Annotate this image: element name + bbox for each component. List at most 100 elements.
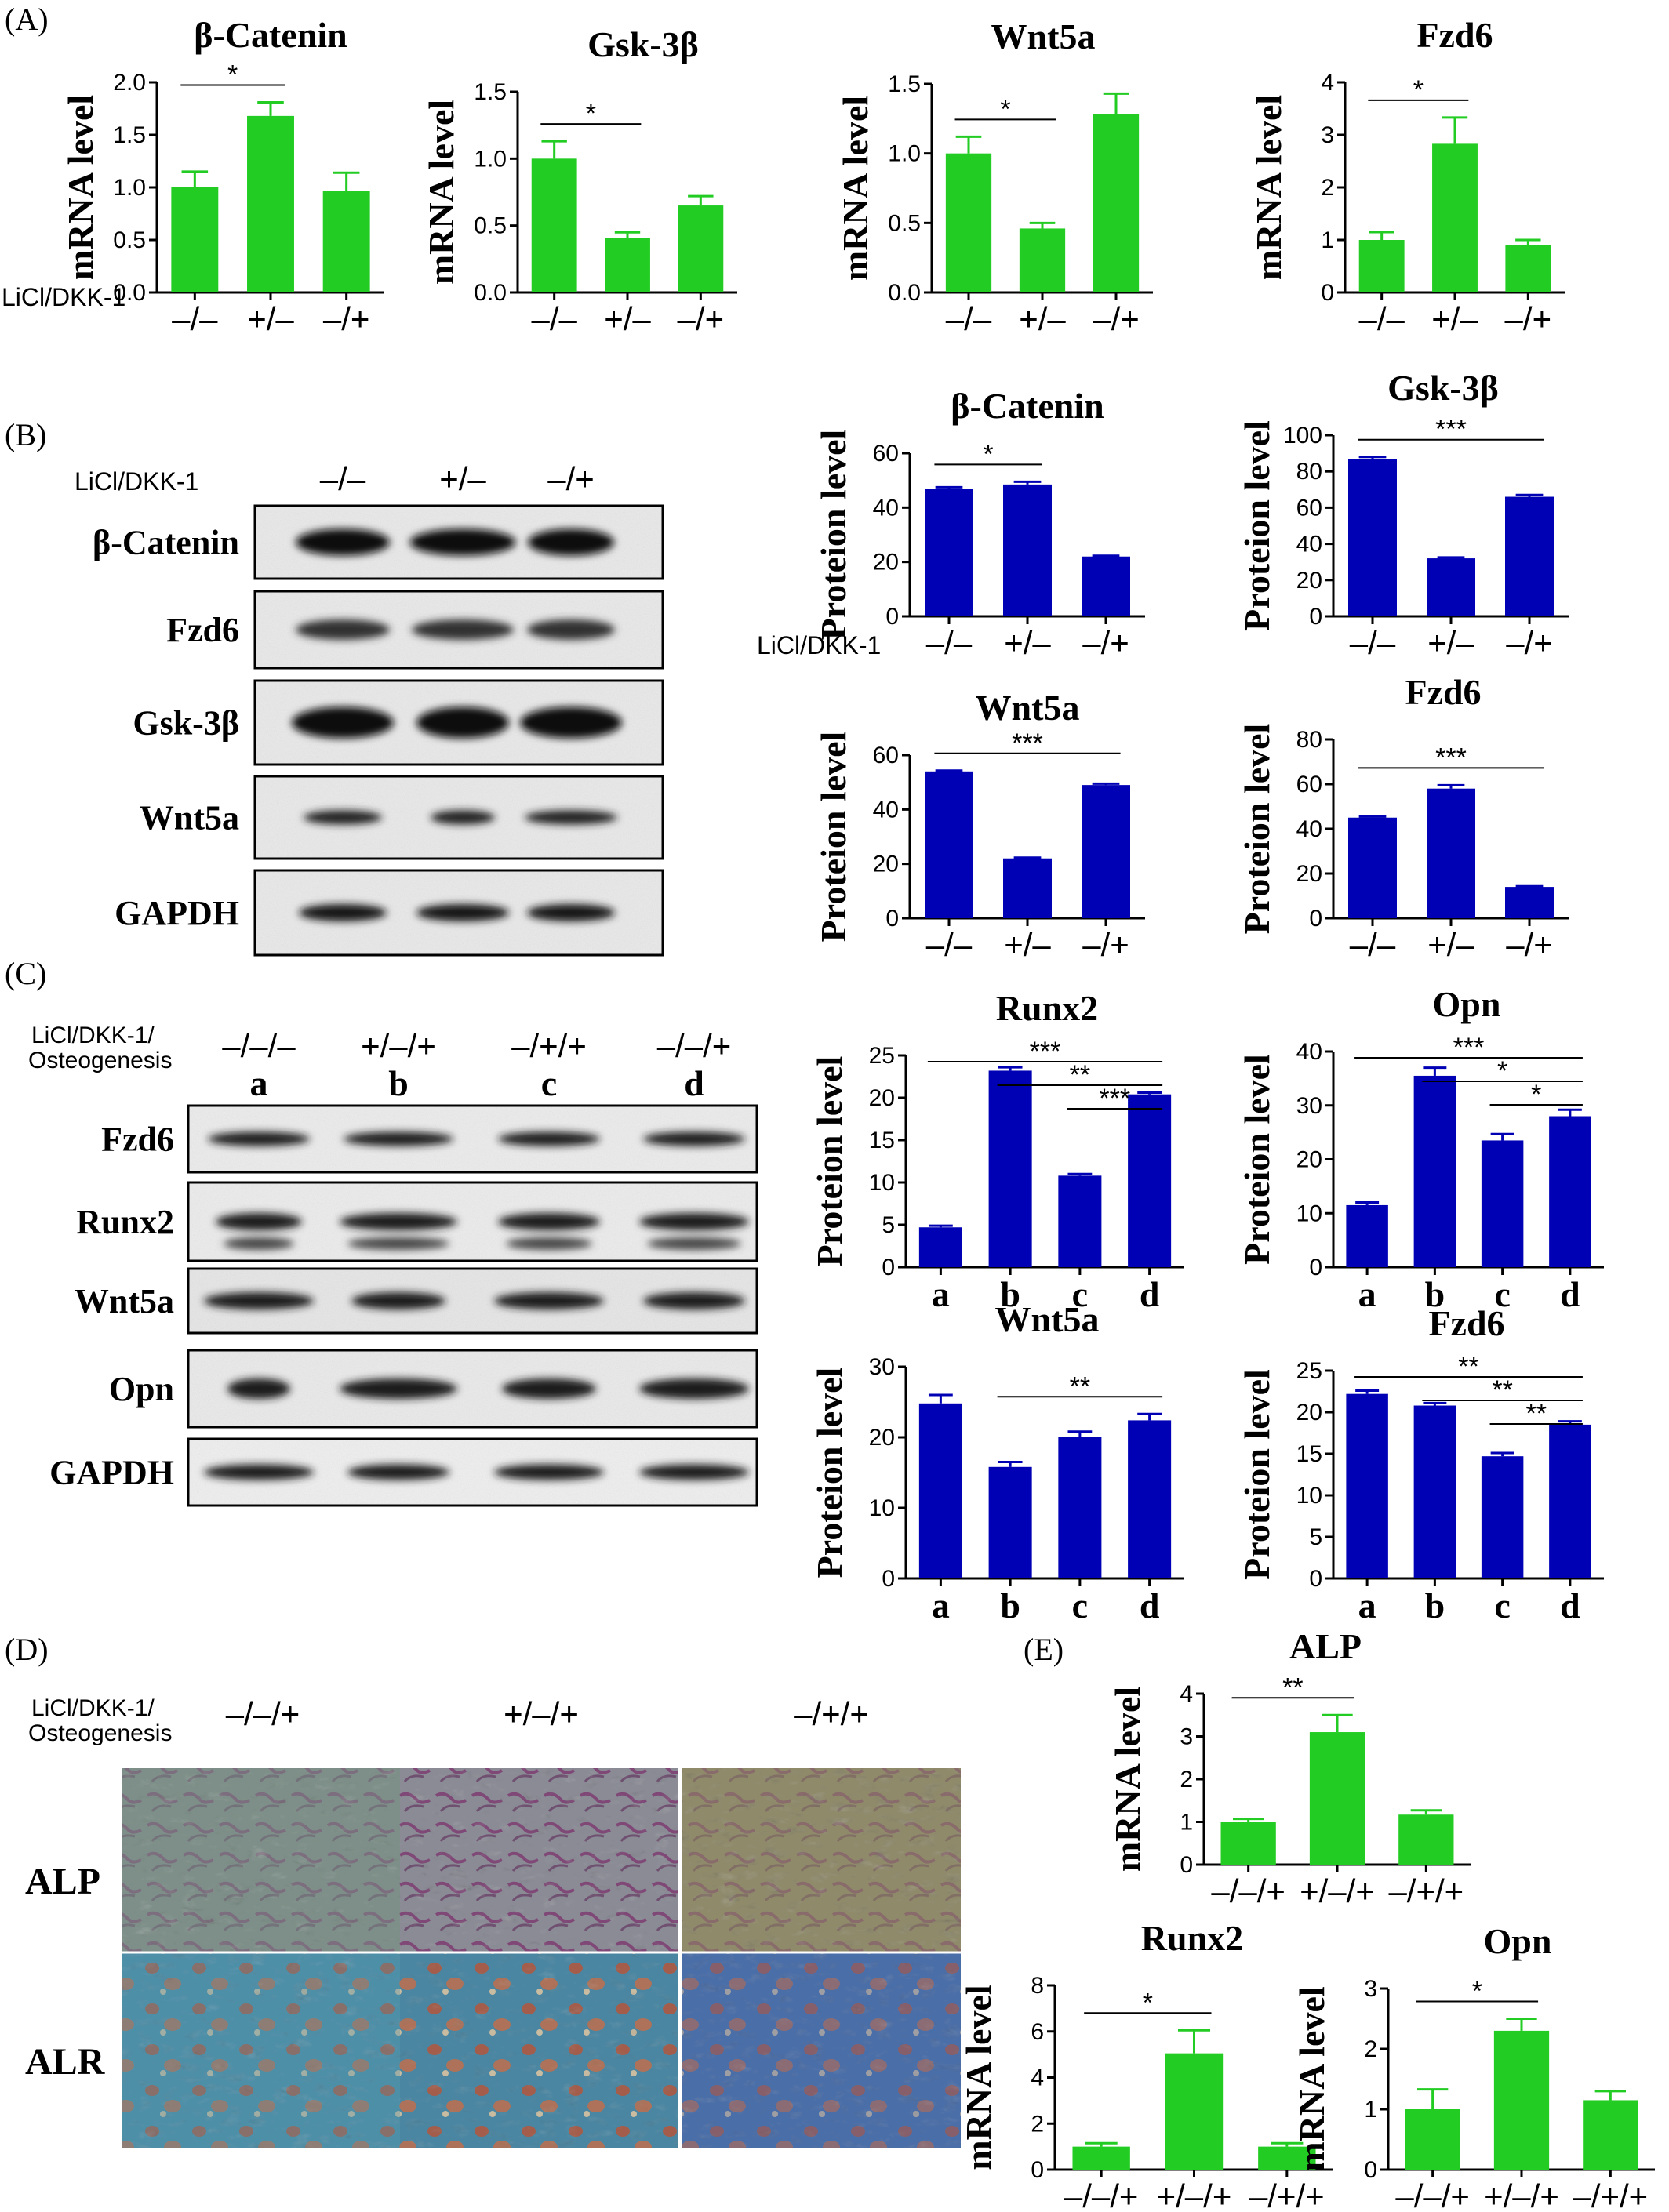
y-tick-label: 20 xyxy=(873,852,899,877)
blot-c-lane-3: –/+/+ xyxy=(511,1027,587,1064)
y-tick-label: 80 xyxy=(1296,459,1322,485)
x-tick-label: –/– xyxy=(926,926,973,963)
chart-e2: Runx2 mRNA level 0 2 4 6 8 –/–/+ +/–/+ –/+/+ * xyxy=(958,1918,1333,2212)
bar xyxy=(988,1070,1032,1267)
x-tick-label: b xyxy=(1000,1274,1020,1314)
y-tick-label: 30 xyxy=(1296,1093,1322,1119)
chart-e1: ALP mRNA level 0 1 2 3 4 –/–/+ +/–/+ –/+/+ ** xyxy=(1107,1626,1471,1909)
bar xyxy=(1258,2146,1316,2170)
y-tick-label: 0 xyxy=(1364,2157,1377,2183)
significance-label: * xyxy=(227,60,238,89)
alr-stain-cells xyxy=(122,1952,400,2148)
blot-band xyxy=(227,1378,290,1399)
bar xyxy=(1583,2100,1638,2170)
x-tick-label: +/–/+ xyxy=(1300,1872,1375,1909)
x-tick-label: c xyxy=(1072,1585,1088,1625)
y-tick-label: 2 xyxy=(1031,2111,1044,2137)
bar xyxy=(1405,2109,1460,2170)
blot-band xyxy=(527,619,615,640)
y-tick-label: 40 xyxy=(1296,1039,1322,1065)
panel-label-c: (C) xyxy=(5,956,46,991)
x-tick-label: a xyxy=(1358,1585,1376,1625)
y-tick-label: 40 xyxy=(873,495,899,521)
western-blot-c: LiCl/DKK-1/ Osteogenesis –/–/– +/–/+ –/+… xyxy=(28,1022,758,1507)
significance-label: * xyxy=(1000,94,1010,124)
y-tick-label: 20 xyxy=(869,1085,895,1111)
blot-band xyxy=(520,706,622,739)
chart-c3: Wnt5a Proteion level 0 10 20 30 a b c d ** xyxy=(809,1299,1184,1625)
blot-band xyxy=(204,1464,314,1480)
y-tick-label: 0 xyxy=(1309,906,1322,932)
blot-c-row-label: Fzd6 xyxy=(101,1121,174,1159)
y-tick-label: 25 xyxy=(869,1043,895,1069)
blot-band xyxy=(494,1292,604,1309)
blot-c-letter-b: b xyxy=(388,1063,409,1103)
y-tick-label: 3 xyxy=(1321,122,1334,148)
bar xyxy=(678,205,724,292)
y-axis-label: Proteion level xyxy=(1237,420,1277,631)
blot-band xyxy=(639,1464,749,1480)
x-tick-label: b xyxy=(1425,1585,1445,1625)
x-tick-label: d xyxy=(1140,1274,1160,1314)
bar xyxy=(531,158,577,292)
x-tick-label: d xyxy=(1560,1274,1580,1314)
blot-band xyxy=(416,904,509,921)
x-tick-label: –/+ xyxy=(323,300,370,337)
chart-b3: Wnt5a Proteion level 0 20 40 60 –/– +/– –/+ *** xyxy=(813,688,1145,963)
stain-treatment-label-1: LiCl/DKK-1/ xyxy=(31,1695,155,1721)
y-tick-label: 3 xyxy=(1364,1976,1377,2002)
x-tick-label: –/– xyxy=(1350,624,1396,661)
y-axis-label: mRNA level xyxy=(958,1985,998,2170)
blot-band xyxy=(498,1213,600,1230)
x-tick-label: –/– xyxy=(1358,300,1405,337)
stain-treatment-label-2: Osteogenesis xyxy=(28,1720,172,1746)
bar xyxy=(1427,558,1475,616)
y-tick-label: 20 xyxy=(1296,568,1322,594)
blot-c-letter-a: a xyxy=(250,1063,268,1103)
chart-title: Wnt5a xyxy=(976,688,1080,728)
x-tick-label: –/+ xyxy=(1082,926,1129,963)
significance-label: * xyxy=(1413,75,1424,105)
significance-label: ** xyxy=(1492,1375,1512,1405)
y-tick-label: 2 xyxy=(1364,2036,1377,2062)
treatment-label-a: LiCl/DKK-1 xyxy=(2,283,125,311)
chart-title: β-Catenin xyxy=(194,15,347,55)
y-tick-label: 6 xyxy=(1031,2019,1044,2045)
significance-label: ** xyxy=(1070,1060,1090,1090)
blot-band-lower xyxy=(224,1237,294,1250)
bar xyxy=(1427,788,1475,918)
y-tick-label: 15 xyxy=(869,1128,895,1153)
bar xyxy=(1413,1075,1456,1267)
x-tick-label: –/+ xyxy=(678,300,725,337)
bar xyxy=(1093,114,1140,292)
x-tick-label: a xyxy=(932,1274,950,1314)
western-blot-b: LiCl/DKK-1 –/– +/– –/+ β-Catenin Fzd6 Gsk-… xyxy=(75,460,664,957)
y-tick-label: 10 xyxy=(1296,1200,1322,1226)
x-tick-label: d xyxy=(1140,1585,1160,1625)
bar xyxy=(247,115,294,292)
y-tick-label: 40 xyxy=(1296,532,1322,558)
bar xyxy=(322,191,370,292)
y-tick-label: 0 xyxy=(885,906,899,932)
significance-label: *** xyxy=(1099,1084,1130,1113)
y-tick-label: 1 xyxy=(1321,227,1334,253)
y-tick-label: 5 xyxy=(1309,1524,1322,1550)
chart-title: Opn xyxy=(1484,1921,1552,1961)
x-tick-label: –/– xyxy=(926,624,973,661)
significance-label: *** xyxy=(1453,1033,1485,1062)
staining-panel-d: LiCl/DKK-1/ Osteogenesis –/–/+ +/–/+ –/+… xyxy=(25,1695,961,2148)
x-tick-label: +/–/+ xyxy=(1157,2177,1232,2212)
y-tick-label: 0 xyxy=(882,1566,895,1592)
chart-b1: β-Catenin Proteion level 0 20 40 60 –/– +/– –/+ * xyxy=(813,386,1145,661)
bar xyxy=(925,771,973,918)
significance-label: ** xyxy=(1526,1399,1547,1429)
blot-band xyxy=(344,1131,453,1146)
blot-b-row: β-Catenin xyxy=(93,504,664,580)
x-tick-label: +/– xyxy=(1431,300,1478,337)
chart-title: β-Catenin xyxy=(951,386,1104,426)
x-tick-label: –/– xyxy=(946,300,992,337)
y-tick-label: 0 xyxy=(1309,604,1322,630)
y-tick-label: 10 xyxy=(869,1495,895,1521)
blot-band xyxy=(204,1292,314,1309)
